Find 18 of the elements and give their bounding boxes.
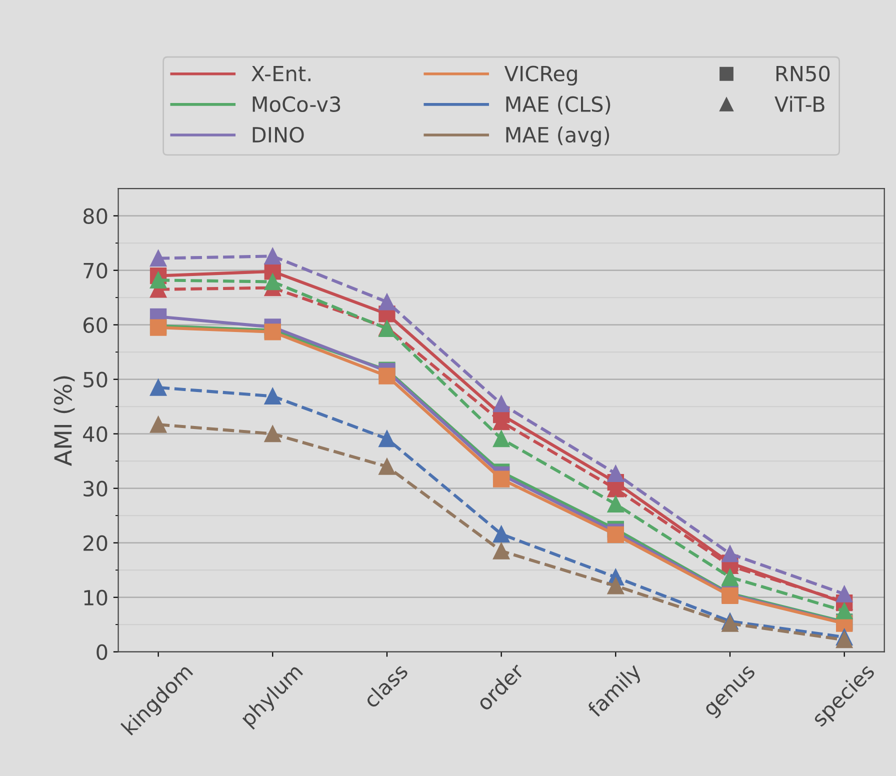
legend-label: MAE (avg): [506, 126, 610, 147]
y-tick-label: 80: [83, 208, 108, 224]
y-tick-label: 60: [83, 317, 108, 334]
legend-label: MoCo-v3: [252, 96, 340, 112]
y-tick-label: 20: [84, 535, 108, 552]
y-tick-label: 40: [83, 426, 108, 442]
legend-label: MAE (CLS): [506, 96, 610, 114]
y-tick-label: 50: [84, 372, 108, 388]
legend-label: X-Ent.: [251, 66, 310, 82]
text: ViT-B: [774, 96, 824, 112]
text: RN50: [776, 66, 830, 82]
legend-label: DINO: [252, 126, 304, 143]
y-tick-label: 30: [84, 480, 108, 497]
y-tick-label: 10: [84, 590, 108, 606]
y-tick-label: 70: [84, 262, 108, 279]
y-tick-label: 0: [96, 644, 108, 660]
legend-label: VICReg: [504, 66, 577, 86]
y-axis-title: AMI (%): [54, 376, 75, 466]
